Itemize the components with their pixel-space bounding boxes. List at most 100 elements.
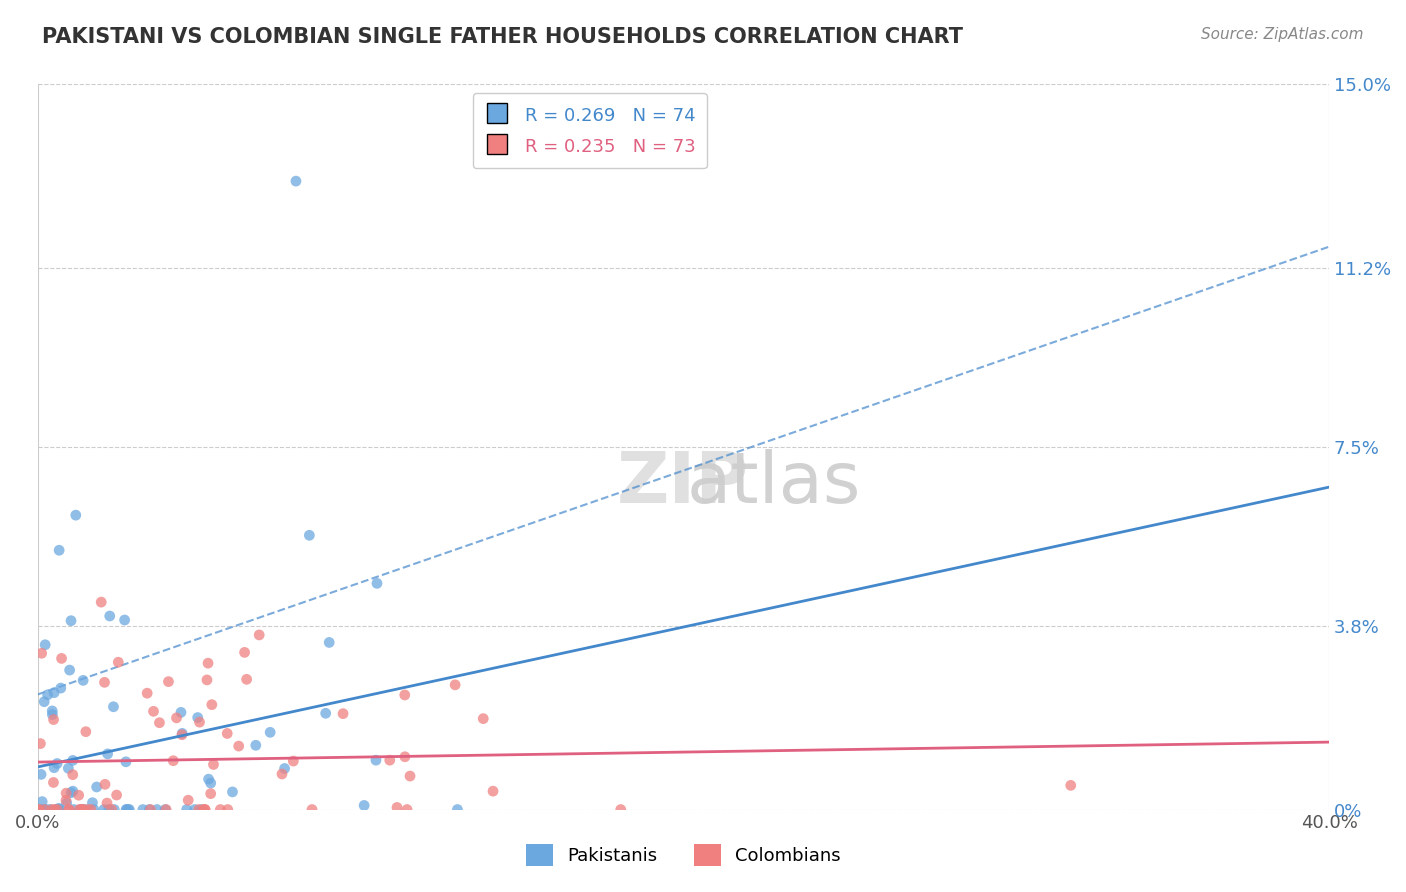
Point: [93, 675, 115, 690]
Point: [194, 803, 217, 817]
Point: [62, 753, 84, 767]
Point: [197, 772, 219, 786]
Point: [76, 803, 98, 817]
Point: [55, 786, 77, 800]
Text: Source: ZipAtlas.com: Source: ZipAtlas.com: [1201, 27, 1364, 42]
Point: [245, 739, 267, 753]
Point: [170, 706, 193, 720]
Point: [194, 803, 217, 817]
Point: [48, 543, 70, 558]
Point: [157, 674, 180, 689]
Point: [72, 803, 94, 817]
Point: [32, 803, 55, 817]
Point: [62, 784, 84, 798]
Point: [187, 803, 209, 817]
Point: [193, 803, 215, 817]
Point: [72, 803, 94, 817]
Point: [51, 651, 73, 665]
Point: [49, 681, 72, 695]
Point: [94, 777, 117, 791]
Point: [75, 724, 97, 739]
Point: [195, 673, 218, 687]
Point: [44, 803, 66, 817]
Point: [58, 803, 80, 817]
Point: [83, 803, 105, 817]
Point: [142, 704, 165, 718]
Point: [41, 707, 63, 722]
Point: [118, 803, 141, 817]
Point: [247, 628, 270, 642]
Point: [69, 803, 91, 817]
Point: [228, 739, 250, 753]
Point: [35, 803, 58, 817]
Legend: R = 0.269   N = 74, R = 0.235   N = 73: R = 0.269 N = 74, R = 0.235 N = 73: [472, 94, 707, 169]
Point: [41, 704, 63, 718]
Point: [39, 803, 62, 817]
Point: [273, 762, 295, 776]
Point: [217, 726, 239, 740]
Point: [90, 595, 112, 609]
Point: [60, 786, 83, 800]
Text: atlas: atlas: [686, 449, 860, 517]
Point: [610, 803, 633, 817]
Point: [98, 609, 121, 624]
Point: [103, 803, 125, 817]
Point: [27, 803, 49, 817]
Point: [30, 767, 52, 781]
Point: [93, 803, 115, 817]
Point: [48, 801, 70, 815]
Point: [117, 803, 139, 817]
Point: [114, 613, 136, 627]
Point: [46, 803, 69, 817]
Point: [45, 803, 67, 817]
Point: [62, 767, 84, 781]
Point: [172, 726, 194, 740]
Point: [284, 174, 307, 188]
Point: [34, 803, 56, 817]
Point: [148, 715, 170, 730]
Point: [97, 803, 120, 817]
Point: [146, 803, 169, 817]
Point: [385, 800, 408, 814]
Point: [446, 803, 468, 817]
Point: [162, 754, 184, 768]
Point: [115, 803, 138, 817]
Point: [46, 803, 69, 817]
Point: [31, 795, 53, 809]
Point: [97, 747, 120, 761]
Point: [166, 711, 188, 725]
Point: [30, 737, 52, 751]
Point: [42, 713, 65, 727]
Point: [28, 803, 51, 817]
Point: [31, 646, 53, 660]
Point: [80, 803, 103, 817]
Point: [202, 757, 225, 772]
Point: [86, 780, 108, 794]
Point: [353, 798, 375, 813]
Point: [42, 761, 65, 775]
Point: [96, 796, 118, 810]
Point: [58, 803, 80, 817]
Point: [105, 788, 128, 802]
Point: [155, 803, 177, 817]
Point: [394, 688, 416, 702]
Point: [283, 754, 305, 768]
Point: [55, 796, 77, 810]
Point: [46, 756, 69, 771]
Point: [394, 749, 416, 764]
Point: [366, 576, 388, 591]
Point: [132, 803, 155, 817]
Point: [27, 803, 49, 817]
Text: PAKISTANI VS COLOMBIAN SINGLE FATHER HOUSEHOLDS CORRELATION CHART: PAKISTANI VS COLOMBIAN SINGLE FATHER HOU…: [42, 27, 963, 46]
Point: [72, 673, 94, 688]
Point: [107, 655, 129, 669]
Point: [183, 803, 205, 817]
Point: [235, 673, 257, 687]
Point: [201, 698, 224, 712]
Point: [34, 638, 56, 652]
Point: [139, 803, 162, 817]
Point: [378, 753, 401, 767]
Point: [115, 803, 138, 817]
Point: [136, 686, 159, 700]
Point: [75, 803, 97, 817]
